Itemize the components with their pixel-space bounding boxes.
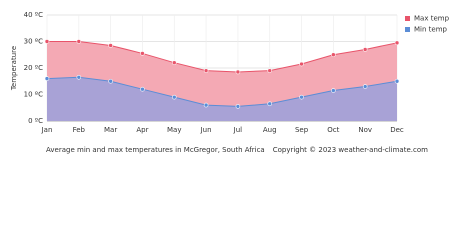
legend-swatch	[405, 27, 410, 32]
x-tick-label: Nov	[358, 126, 372, 134]
x-tick-label: Aug	[263, 126, 277, 134]
point	[76, 39, 82, 44]
x-tick-label: Dec	[390, 126, 404, 134]
y-tick-label: 30 ºC	[24, 38, 43, 46]
point	[267, 68, 273, 73]
line	[46, 76, 398, 107]
y-tick-label: 0 ºC	[28, 117, 43, 125]
y-tick-label: 40 ºC	[24, 11, 43, 19]
legend-label: Min temp	[414, 26, 448, 34]
area-fill	[47, 77, 397, 121]
y-tick-label: 20 ºC	[24, 64, 43, 72]
x-tick-label: May	[167, 126, 181, 134]
x-tick-label: Jun	[200, 126, 212, 134]
y-axis-label: Temperature	[10, 46, 18, 91]
point	[44, 39, 50, 44]
x-tick-label: Mar	[104, 126, 117, 134]
point	[267, 101, 273, 107]
point	[394, 78, 400, 84]
point	[299, 61, 304, 67]
legend-label: Max temp	[414, 15, 450, 23]
x-tick-label: Oct	[327, 126, 339, 134]
point	[331, 52, 336, 58]
point	[299, 94, 304, 100]
caption-text: Average min and max temperatures in McGr…	[46, 146, 265, 154]
caption: Average min and max temperatures in McGr…	[46, 146, 428, 154]
point	[171, 60, 177, 66]
x-tick-label: Feb	[73, 126, 86, 134]
point	[108, 78, 113, 84]
point	[235, 104, 241, 109]
point	[44, 76, 50, 81]
point	[203, 102, 209, 108]
x-tick-label: Jul	[233, 126, 243, 134]
point	[171, 94, 177, 100]
point	[140, 51, 145, 56]
point	[108, 43, 113, 48]
copyright: Copyright © 2023 weather-and-climate.com	[273, 146, 428, 154]
point	[235, 69, 241, 75]
x-tick-label: Jan	[41, 126, 53, 134]
point	[203, 68, 209, 73]
point	[140, 86, 145, 92]
x-tick-label: Sep	[295, 126, 309, 134]
y-tick-label: 10 ºC	[24, 91, 43, 99]
point	[394, 40, 400, 46]
point	[362, 47, 368, 52]
point	[362, 84, 368, 89]
line	[47, 41, 398, 73]
point	[76, 74, 82, 80]
chart: Temperature Average min and max temperat…	[10, 11, 450, 154]
point	[331, 88, 336, 93]
x-tick-label: Apr	[136, 126, 148, 134]
legend-swatch	[405, 16, 410, 21]
